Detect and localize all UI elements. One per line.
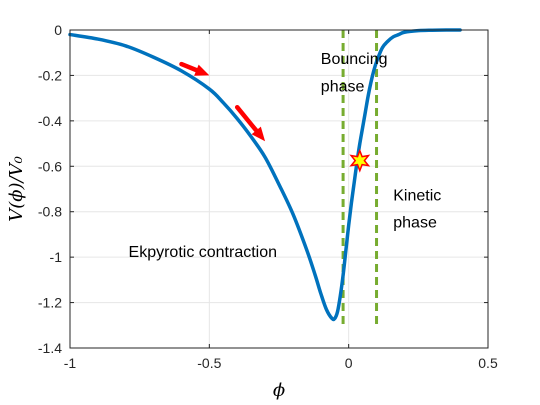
annotation-text: Ekpyrotic contraction [129, 244, 278, 261]
annotation-text: Kinetic [393, 187, 441, 204]
y-tick-label: -1.2 [38, 295, 62, 311]
axis-ticks: -1 -0.5 0 0.5 0 -0.2 -0.4 -0.6 -0.8 -1 -1.2 -1.4 [38, 22, 498, 371]
y-axis-label: V(ϕ)/V₀ [6, 156, 27, 222]
annotation-text: Bouncing [321, 51, 388, 68]
direction-arrows [179, 61, 266, 142]
annotation-text: phase [321, 78, 365, 95]
annotations: Bouncing phase Kinetic phase Ekpyrotic contr… [129, 51, 442, 261]
y-tick-label: -0.8 [38, 204, 62, 220]
y-tick-label: 0 [54, 22, 62, 38]
arrow-shaft [234, 104, 259, 133]
arrow-head [194, 64, 210, 76]
y-tick-label: -1 [50, 249, 63, 265]
x-tick-label: 0.5 [478, 355, 498, 371]
direction-arrow [179, 61, 210, 76]
arrow-head [251, 126, 266, 142]
x-axis-label: ϕ [273, 380, 285, 401]
bounce-star-marker [349, 148, 371, 173]
potential-curve [68, 28, 462, 322]
plot-frame [69, 29, 489, 349]
y-tick-label: -0.2 [38, 67, 62, 83]
star-marker [349, 148, 371, 173]
direction-arrow [234, 104, 266, 142]
x-tick-label: -0.5 [197, 355, 221, 371]
y-tick-label: -1.4 [38, 340, 62, 356]
y-tick-label: -0.4 [38, 113, 62, 129]
x-tick-label: 0 [345, 355, 353, 371]
annotation-text: phase [393, 215, 437, 232]
arrow-shaft [179, 61, 199, 73]
x-tick-label: -1 [64, 355, 77, 371]
y-tick-label: -0.6 [38, 158, 62, 174]
